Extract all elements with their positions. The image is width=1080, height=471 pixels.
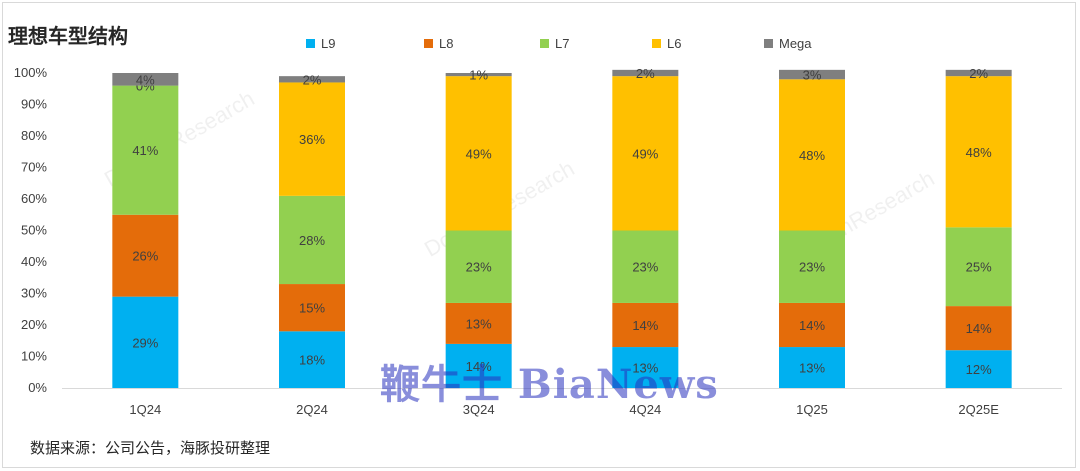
data-label: 48%	[799, 148, 825, 163]
data-label: 13%	[632, 361, 658, 376]
y-tick-label: 60%	[21, 191, 47, 206]
x-tick-label: 2Q24	[296, 402, 328, 417]
data-label: 41%	[132, 143, 158, 158]
legend-swatch	[540, 39, 549, 48]
y-tick-label: 70%	[21, 160, 47, 175]
data-label: 14%	[466, 359, 492, 374]
legend-label: L9	[321, 36, 336, 51]
y-tick-label: 90%	[21, 97, 47, 112]
y-tick-label: 40%	[21, 254, 47, 269]
legend-label: L8	[439, 36, 454, 51]
data-label: 2%	[303, 72, 322, 87]
x-tick-label: 4Q24	[629, 402, 661, 417]
data-label: 18%	[299, 353, 325, 368]
legend-label: L7	[555, 36, 570, 51]
y-tick-label: 100%	[14, 65, 48, 80]
bar-segment-l9	[445, 343, 512, 388]
bar-segment-l9	[279, 331, 345, 388]
legend-item-mega: Mega	[764, 36, 812, 51]
bar-segment-l8	[945, 306, 1012, 351]
data-label: 3%	[803, 68, 822, 83]
data-label: 13%	[466, 316, 492, 331]
y-tick-label: 0%	[28, 380, 47, 395]
legend-item-l6: L6	[652, 36, 681, 51]
bar-segment-l7	[612, 230, 679, 303]
chart-title: 理想车型结构	[8, 24, 128, 48]
legend-label: L6	[667, 36, 682, 51]
x-tick-label: 2Q25E	[958, 402, 999, 417]
x-tick-label: 1Q24	[129, 402, 161, 417]
data-label: 49%	[466, 146, 492, 161]
data-label: 36%	[299, 132, 325, 147]
legend-swatch	[424, 39, 433, 48]
bar-segment-l7	[779, 230, 845, 303]
bar-segment-l6	[445, 76, 512, 231]
data-label: 23%	[632, 260, 658, 275]
source-note: 数据来源：公司公告，海豚投研整理	[30, 439, 271, 457]
bar-segment-l9	[612, 347, 679, 388]
bar-segment-mega	[112, 73, 179, 86]
bar-segment-l6	[779, 79, 845, 231]
data-label: 23%	[466, 260, 492, 275]
data-label: 26%	[132, 249, 158, 264]
bar-segment-l9	[112, 296, 179, 388]
data-label: 1%	[469, 68, 488, 83]
x-tick-label: 3Q24	[463, 402, 495, 417]
data-label: 2%	[636, 66, 655, 81]
data-label: 14%	[799, 318, 825, 333]
bar-segment-l8	[445, 302, 512, 344]
data-label: 49%	[632, 146, 658, 161]
y-tick-label: 10%	[21, 349, 47, 364]
data-label: 28%	[299, 233, 325, 248]
legend-swatch	[652, 39, 661, 48]
legend-item-l7: L7	[540, 36, 569, 51]
bar-segment-l8	[112, 214, 179, 297]
data-label: 13%	[799, 361, 825, 376]
legend-swatch	[306, 39, 315, 48]
legend-item-l8: L8	[424, 36, 453, 51]
bar-segment-mega	[445, 73, 512, 77]
bar-segment-l6	[945, 76, 1012, 228]
bar-segment-mega	[945, 69, 1012, 77]
data-label: 14%	[632, 318, 658, 333]
bar-segment-l7	[945, 227, 1012, 307]
data-label: 12%	[966, 362, 992, 377]
data-label: 29%	[132, 335, 158, 350]
bar-segment-l8	[779, 302, 845, 348]
bar-segment-l7	[445, 230, 512, 303]
bar-segment-l6	[279, 82, 345, 196]
bar-segment-l9	[779, 347, 845, 388]
bar-segment-mega	[612, 69, 679, 77]
y-tick-label: 30%	[21, 286, 47, 301]
chart-legend: L9 L8 L7 L6 Mega	[306, 36, 866, 54]
legend-swatch	[764, 39, 773, 48]
y-tick-label: 80%	[21, 128, 47, 143]
x-tick-label: 1Q25	[796, 402, 828, 417]
legend-item-l9: L9	[306, 36, 335, 51]
bar-segment-l7	[112, 85, 179, 215]
y-tick-label: 50%	[21, 223, 47, 238]
bar-segment-l7	[279, 195, 345, 285]
bar-segment-l8	[279, 284, 345, 332]
bar-segment-mega	[279, 76, 345, 83]
bianews-watermark: 鞭牛士 BiaNews	[380, 361, 719, 408]
bar-segment-l6	[612, 76, 679, 231]
bar-segment-l8	[612, 302, 679, 348]
data-label: 23%	[799, 260, 825, 275]
data-label: 48%	[966, 145, 992, 160]
legend-label: Mega	[779, 36, 812, 51]
y-tick-label: 20%	[21, 317, 47, 332]
data-label: 2%	[969, 66, 988, 81]
bar-segment-mega	[779, 69, 845, 80]
bar-segment-l9	[945, 350, 1012, 388]
data-label: 15%	[299, 301, 325, 316]
data-label: 4%	[136, 72, 155, 87]
data-label: 14%	[966, 321, 992, 336]
data-label: 25%	[966, 260, 992, 275]
